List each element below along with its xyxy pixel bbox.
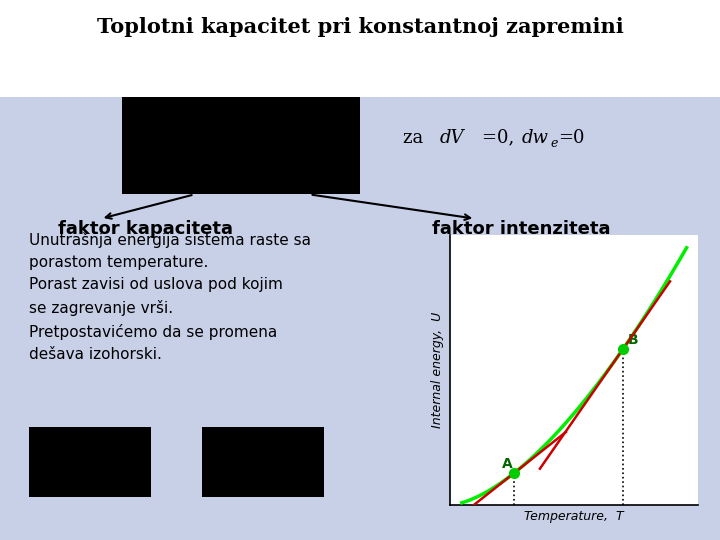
Text: dV: dV [439,129,464,147]
Text: Toplotni kapacitet pri konstantnoj zapremini: Toplotni kapacitet pri konstantnoj zapre… [96,17,624,37]
Bar [202,427,324,497]
Text: B: B [627,333,638,347]
Text: dw: dw [522,129,549,147]
Text: e: e [551,137,558,150]
Text: faktor kapaciteta: faktor kapaciteta [58,220,233,239]
Text: faktor intenziteta: faktor intenziteta [432,220,611,239]
Text: A: A [502,457,513,471]
X-axis label: Temperature,  T: Temperature, T [524,510,624,523]
Text: =0: =0 [558,129,585,147]
Bar [122,97,360,194]
Bar [29,427,151,497]
Text: =0,: =0, [482,129,521,147]
Y-axis label: Internal energy,  U: Internal energy, U [431,312,444,428]
Text: Unutrašnja energija sistema raste sa
porastom temperature.
Porast zavisi od uslo: Unutrašnja energija sistema raste sa por… [29,232,311,362]
FancyBboxPatch shape [0,0,720,97]
Text: za: za [403,129,429,147]
